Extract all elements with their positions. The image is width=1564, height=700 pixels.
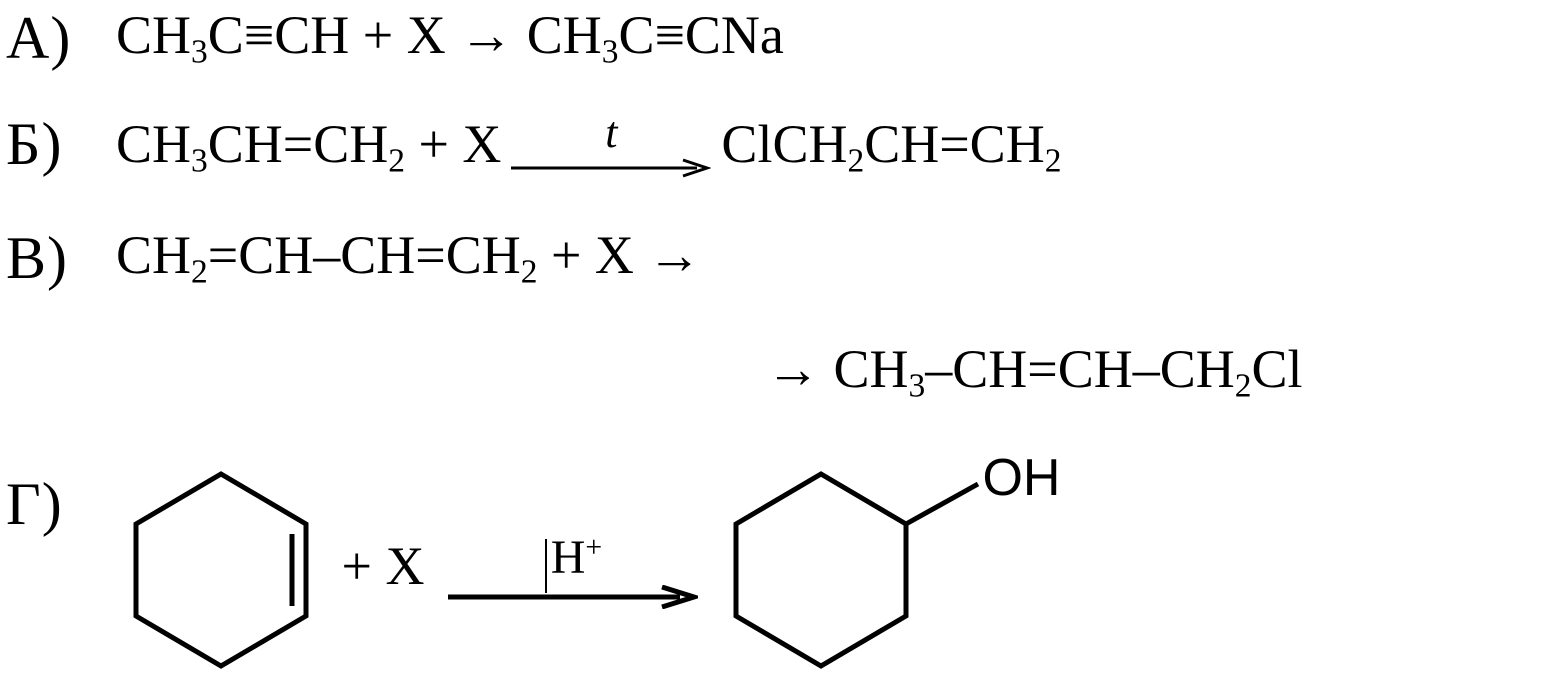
plus-x: + X bbox=[326, 535, 430, 597]
oh-group: OH bbox=[982, 448, 1060, 508]
arrow: → bbox=[446, 4, 527, 66]
label-text: В) bbox=[6, 225, 68, 291]
reaction-lhs: CH2=CH–CH=CH2 + X bbox=[116, 224, 634, 286]
row-content: CH3C≡CH + X → CH3C≡CNa bbox=[116, 4, 1564, 66]
reaction-lhs: CH3C≡CH + X bbox=[116, 4, 446, 66]
label-text: Б) bbox=[6, 111, 62, 177]
row-content: CH2=CH–CH=CH2 + X → bbox=[116, 224, 1564, 286]
arrow-icon bbox=[448, 585, 698, 609]
row-content: CH3CH=CH2 + X t ClCH2CH=CH2 bbox=[116, 110, 1564, 178]
label-text: Г) bbox=[6, 471, 63, 537]
arrow-condition-text: H+ bbox=[551, 530, 602, 585]
arrow-condition: H+ bbox=[545, 523, 602, 585]
row-label: В) bbox=[0, 224, 116, 293]
arrow-with-label: t bbox=[511, 110, 711, 178]
arrow-with-label: H+ bbox=[448, 523, 698, 609]
row-label: Г) bbox=[0, 456, 116, 539]
reaction-rhs: CH3C≡CNa bbox=[527, 4, 784, 66]
label-text: А) bbox=[6, 5, 71, 71]
reaction-row-g: Г) + X H+ bbox=[0, 456, 1564, 676]
cyclohexanol-structure: OH bbox=[716, 456, 1056, 676]
row-label: Б) bbox=[0, 110, 116, 179]
row-content: → CH3–CH=CH–CH2Cl bbox=[116, 338, 1564, 400]
arrow: → bbox=[634, 224, 702, 286]
arrow-icon bbox=[511, 158, 711, 178]
row-label: А) bbox=[0, 4, 116, 73]
cyclohexene-structure bbox=[116, 456, 326, 676]
reaction-row-a: А) CH3C≡CH + X → CH3C≡CNa bbox=[0, 4, 1564, 73]
row-content: + X H+ OH bbox=[116, 456, 1564, 676]
arrow-condition: t bbox=[605, 110, 617, 158]
arrow-condition-text: t bbox=[605, 107, 617, 158]
arrow: → bbox=[766, 338, 834, 400]
hexagon-icon bbox=[116, 456, 326, 676]
reaction-lhs: CH3CH=CH2 + X bbox=[116, 113, 501, 175]
reaction-row-v-cont: → CH3–CH=CH–CH2Cl bbox=[0, 338, 1564, 400]
reaction-row-b: Б) CH3CH=CH2 + X t ClCH2CH=CH2 bbox=[0, 110, 1564, 179]
reaction-rhs: ClCH2CH=CH2 bbox=[721, 113, 1061, 175]
reaction-rhs: CH3–CH=CH–CH2Cl bbox=[834, 338, 1303, 400]
vertical-mark bbox=[545, 539, 547, 593]
reaction-row-v: В) CH2=CH–CH=CH2 + X → bbox=[0, 224, 1564, 293]
